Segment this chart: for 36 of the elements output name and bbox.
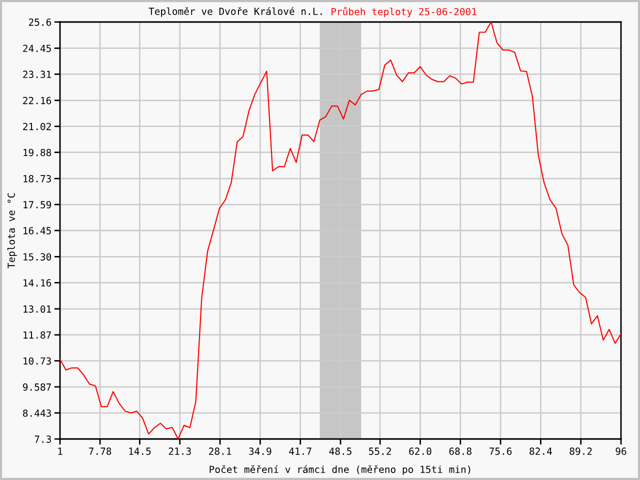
y-tick-label: 23.31 xyxy=(23,70,52,78)
y-tick-label: 15.30 xyxy=(24,253,52,261)
x-tick-label: 14.5 xyxy=(129,448,151,455)
y-tick-label: 17.59 xyxy=(24,201,52,208)
y-tick-label: 8.443 xyxy=(23,409,51,417)
x-tick-label: 96 xyxy=(616,448,626,455)
y-tick-label: 7.3 xyxy=(34,436,51,443)
y-tick-label: 18.73 xyxy=(24,175,51,182)
y-tick-label: 25.6 xyxy=(28,18,52,26)
x-tick-label: 41.7 xyxy=(289,448,312,455)
x-tick-label: 1 xyxy=(58,448,62,455)
y-tick-label: 16.45 xyxy=(24,227,51,234)
x-tick-label: 7.78 xyxy=(88,448,112,455)
x-tick-label: 34.9 xyxy=(249,448,272,455)
x-axis-title: Počet měření v rámci dne (měřeno po 15ti min) xyxy=(210,465,470,475)
x-tick-label: 55.2 xyxy=(369,448,391,455)
y-tick-label: 22.16 xyxy=(23,96,52,104)
x-tick-label: 75.6 xyxy=(489,448,512,455)
x-tick-label: 62.0 xyxy=(409,448,432,455)
chart-title: Teploměr ve Dvoře Králové n.L. xyxy=(148,7,322,17)
y-tick-label: 21.02 xyxy=(23,122,51,130)
y-tick-label: 9.587 xyxy=(23,383,51,391)
y-tick-label: 10.73 xyxy=(24,357,51,365)
y-tick-label: 19.88 xyxy=(24,148,52,156)
x-tick-label: 68.8 xyxy=(449,448,472,455)
x-tick-label: 48.5 xyxy=(329,448,352,455)
y-tick-label: 14.16 xyxy=(24,279,52,287)
y-axis-title: Teplota ve °C xyxy=(7,193,17,268)
y-tick-label: 24.45 xyxy=(23,44,51,52)
x-tick-label: 28.1 xyxy=(209,448,232,455)
y-tick-label: 13.01 xyxy=(24,305,52,313)
y-tick-label: 11.87 xyxy=(24,331,51,339)
chart-subtitle: Průbeh teploty 25-06-2001 xyxy=(332,6,476,18)
x-tick-label: 21.3 xyxy=(168,448,191,455)
x-tick-label: 89.2 xyxy=(570,448,592,455)
x-tick-label: 82.4 xyxy=(530,448,552,455)
